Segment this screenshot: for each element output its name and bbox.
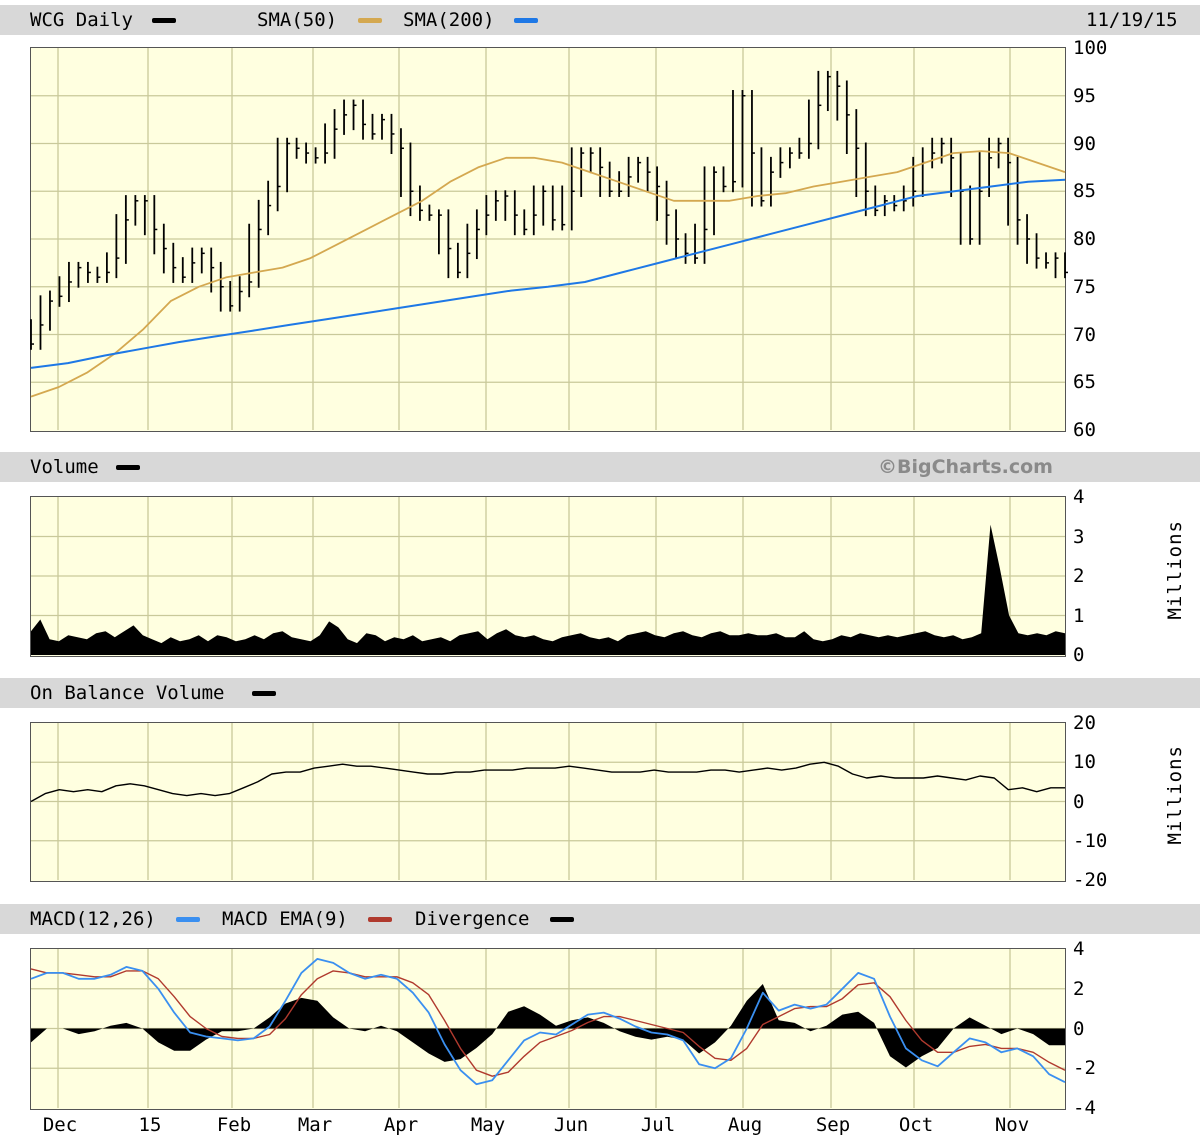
volume-area — [31, 524, 1065, 655]
x-tick-label: May — [470, 1114, 506, 1136]
vol-y-tick-label: 0 — [1073, 644, 1085, 666]
price-y-tick-label: 90 — [1073, 132, 1096, 155]
x-tick-label: Jul — [640, 1114, 676, 1136]
macd-y-tick-label: 0 — [1073, 1017, 1085, 1040]
bigcharts-watermark: ©BigCharts.com — [878, 456, 1053, 478]
macd-legend-swatch — [176, 917, 200, 922]
x-tick-label: Nov — [994, 1114, 1030, 1136]
macd-ema-legend-swatch — [368, 917, 392, 922]
price-y-tick-label: 75 — [1073, 275, 1096, 298]
sma50-line — [30, 150, 1066, 398]
macd-y-tick-label: 2 — [1073, 977, 1085, 1000]
divergence-label: Divergence — [415, 908, 530, 930]
obv-y-tick-label: 20 — [1073, 712, 1096, 734]
x-tick-label: Aug — [727, 1114, 763, 1136]
macd-y-tick-label: -4 — [1073, 1097, 1096, 1119]
volume-panel-header: Volume ©BigCharts.com — [0, 452, 1200, 482]
obv-title: On Balance Volume — [30, 682, 225, 704]
macd-title: MACD(12,26) — [30, 908, 156, 930]
obv-legend-swatch — [252, 691, 276, 696]
macd-panel-header: MACD(12,26) MACD EMA(9) Divergence — [0, 904, 1200, 934]
x-tick-label: Jun — [553, 1114, 589, 1136]
macd-y-tick-label: -2 — [1073, 1057, 1096, 1080]
vol-y-tick-label: 3 — [1073, 525, 1085, 548]
x-tick-label: 15 — [138, 1114, 162, 1136]
price-y-tick-label: 80 — [1073, 228, 1096, 250]
divergence-legend-swatch — [550, 917, 574, 922]
divergence-area — [31, 984, 1065, 1068]
price-y-tick-label: 85 — [1073, 180, 1096, 203]
macd-y-tick-label: 4 — [1073, 938, 1085, 960]
x-tick-label: Oct — [898, 1114, 934, 1136]
x-tick-label: Mar — [297, 1114, 333, 1136]
vol-y-tick-label: 4 — [1073, 486, 1085, 508]
macd-ema-label: MACD EMA(9) — [222, 908, 348, 930]
price-y-tick-label: 100 — [1073, 37, 1108, 59]
sma200-legend-swatch — [514, 18, 538, 23]
symbol-label: WCG Daily — [30, 9, 133, 31]
volume-title: Volume — [30, 456, 99, 478]
x-tick-label: Dec — [42, 1114, 78, 1136]
macd-line — [30, 958, 1066, 1086]
chart-date: 11/19/15 — [1086, 9, 1178, 31]
sma200-line — [30, 178, 1066, 369]
price-y-tick-label: 60 — [1073, 419, 1096, 441]
obv-y-tick-label: 10 — [1073, 751, 1096, 774]
price-legend-swatch — [152, 18, 176, 23]
price-y-tick-label: 65 — [1073, 371, 1096, 394]
volume-legend-swatch — [116, 465, 140, 470]
sma50-label: SMA(50) — [257, 9, 338, 31]
obv-line — [30, 761, 1065, 803]
vol-y-tick-label: 2 — [1073, 565, 1085, 587]
price-y-tick-label: 70 — [1073, 323, 1096, 346]
x-tick-label: Feb — [216, 1114, 252, 1136]
sma200-label: SMA(200) — [403, 9, 495, 31]
x-tick-label: Apr — [383, 1114, 419, 1136]
sma50-legend-swatch — [358, 18, 382, 23]
obv-y-tick-label: 0 — [1073, 790, 1085, 813]
price-panel-header: WCG Daily SMA(50) SMA(200) 11/19/15 — [0, 5, 1200, 35]
obv-panel-header: On Balance Volume — [0, 678, 1200, 708]
macd-ema-line — [30, 968, 1066, 1077]
vol-y-tick-label: 1 — [1073, 604, 1085, 627]
obv-y-tick-label: -20 — [1073, 869, 1108, 891]
obv-y-tick-label: -10 — [1073, 829, 1108, 852]
price-y-tick-label: 95 — [1073, 84, 1096, 107]
x-tick-label: Sep — [815, 1114, 851, 1136]
